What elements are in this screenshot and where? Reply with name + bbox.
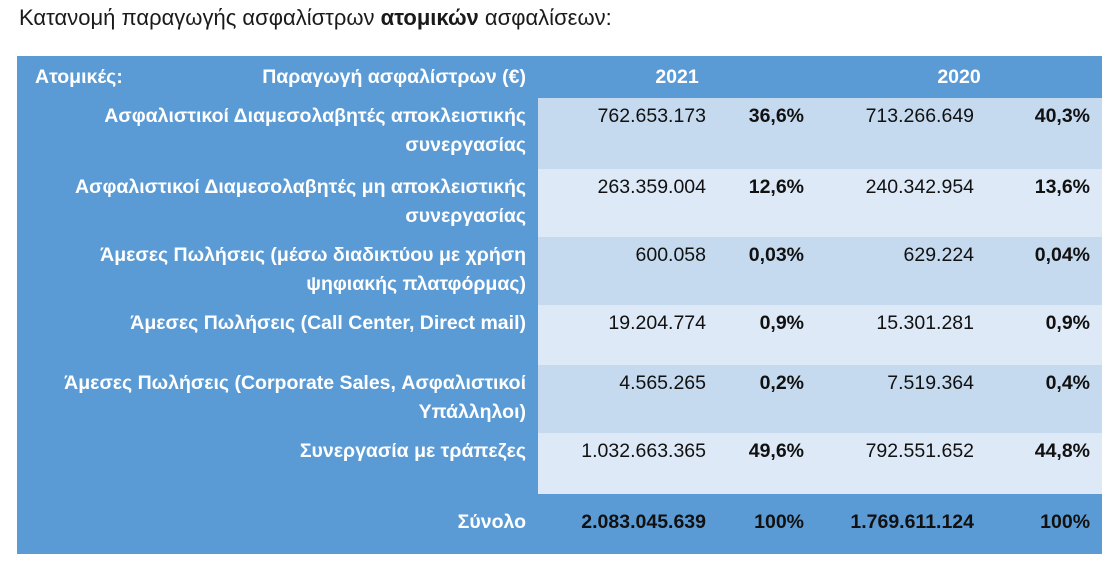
heading-bold-word: ατομικών — [380, 5, 479, 30]
share-2020: 44,8% — [986, 433, 1103, 494]
value-2021: 1.032.663.365 — [538, 433, 718, 494]
share-2020: 0,9% — [986, 305, 1103, 365]
total-value-2021: 2.083.045.639 — [538, 494, 718, 554]
value-2021: 762.653.173 — [538, 98, 718, 169]
value-2020: 7.519.364 — [816, 365, 987, 433]
value-2020: 713.266.649 — [816, 98, 987, 169]
share-2021: 0,03% — [718, 237, 817, 305]
total-share-2020: 100% — [986, 494, 1103, 554]
share-2021: 0,9% — [718, 305, 817, 365]
row-label: Άμεσες Πωλήσεις (μέσω διαδικτύου με χρήσ… — [17, 237, 538, 305]
table-row: Ασφαλιστικοί Διαμεσολαβητές μη αποκλειστ… — [17, 169, 1103, 237]
share-2020: 13,6% — [986, 169, 1103, 237]
value-2020: 792.551.652 — [816, 433, 987, 494]
value-2021: 4.565.265 — [538, 365, 718, 433]
header-year-2020: 2020 — [816, 56, 1103, 98]
row-label: Συνεργασία με τράπεζες — [17, 433, 538, 494]
premium-distribution-table: Ατομικές: Παραγωγή ασφαλίστρων (€) 2021 … — [17, 56, 1103, 554]
heading-suffix: ασφαλίσεων: — [478, 5, 612, 30]
share-2020: 40,3% — [986, 98, 1103, 169]
header-label-cell: Ατομικές: Παραγωγή ασφαλίστρων (€) — [17, 56, 538, 98]
share-2021: 36,6% — [718, 98, 817, 169]
share-2021: 12,6% — [718, 169, 817, 237]
row-label: Ασφαλιστικοί Διαμεσολαβητές μη αποκλειστ… — [17, 169, 538, 237]
total-share-2021: 100% — [718, 494, 817, 554]
total-value-2020: 1.769.611.124 — [816, 494, 987, 554]
row-label: Άμεσες Πωλήσεις (Corporate Sales, Ασφαλι… — [17, 365, 538, 433]
row-label: Ασφαλιστικοί Διαμεσολαβητές αποκλειστική… — [17, 98, 538, 169]
table-row: Άμεσες Πωλήσεις (Call Center, Direct mai… — [17, 305, 1103, 365]
header-label-left: Ατομικές: — [35, 66, 123, 88]
table-row: Άμεσες Πωλήσεις (Corporate Sales, Ασφαλι… — [17, 365, 1103, 433]
table-row: Ασφαλιστικοί Διαμεσολαβητές αποκλειστική… — [17, 98, 1103, 169]
page-heading: Κατανομή παραγωγής ασφαλίστρων ατομικών … — [19, 5, 612, 31]
heading-prefix: Κατανομή παραγωγής ασφαλίστρων — [19, 5, 381, 30]
value-2021: 263.359.004 — [538, 169, 718, 237]
value-2021: 600.058 — [538, 237, 718, 305]
table-row: Συνεργασία με τράπεζες 1.032.663.365 49,… — [17, 433, 1103, 494]
header-year-2021: 2021 — [538, 56, 817, 98]
row-label: Άμεσες Πωλήσεις (Call Center, Direct mai… — [17, 305, 538, 365]
value-2020: 240.342.954 — [816, 169, 987, 237]
share-2020: 0,4% — [986, 365, 1103, 433]
value-2021: 19.204.774 — [538, 305, 718, 365]
value-2020: 15.301.281 — [816, 305, 987, 365]
share-2021: 0,2% — [718, 365, 817, 433]
table-row: Άμεσες Πωλήσεις (μέσω διαδικτύου με χρήσ… — [17, 237, 1103, 305]
total-row: Σύνολο 2.083.045.639 100% 1.769.611.124 … — [17, 494, 1103, 554]
header-row: Ατομικές: Παραγωγή ασφαλίστρων (€) 2021 … — [17, 56, 1103, 98]
share-2020: 0,04% — [986, 237, 1103, 305]
total-label: Σύνολο — [17, 494, 538, 554]
header-label-right: Παραγωγή ασφαλίστρων (€) — [262, 66, 526, 88]
value-2020: 629.224 — [816, 237, 987, 305]
share-2021: 49,6% — [718, 433, 817, 494]
